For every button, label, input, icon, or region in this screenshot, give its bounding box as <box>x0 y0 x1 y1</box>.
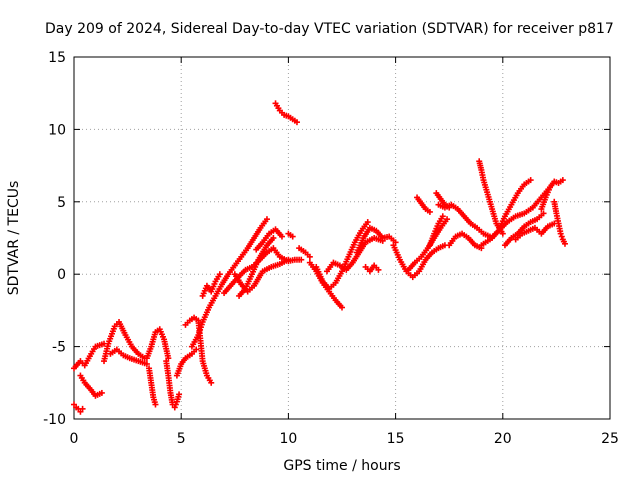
x-tick-label: 0 <box>70 431 79 447</box>
series-arc-al <box>551 198 568 247</box>
data-point <box>172 401 179 408</box>
data-point <box>176 391 183 398</box>
data-point <box>79 405 86 412</box>
series-arc-m <box>221 245 305 297</box>
series-arc-c <box>77 372 105 399</box>
data-point <box>561 240 568 247</box>
series-arc-b <box>71 340 108 372</box>
series-arc-p <box>253 226 285 253</box>
data-point <box>298 256 305 263</box>
series-arc-ae <box>446 230 485 252</box>
series-arc-ai <box>501 210 547 249</box>
series-arc-ah <box>489 177 534 241</box>
data-point <box>339 304 345 311</box>
data-point <box>527 177 534 184</box>
series-arc-h <box>163 358 183 411</box>
series-arc-ak <box>538 177 566 213</box>
series-arc-x <box>362 262 382 275</box>
series-arc-ac <box>433 190 453 211</box>
series-arc-r <box>285 230 296 240</box>
data-point <box>557 230 564 237</box>
data-point <box>289 233 296 240</box>
data-point <box>98 389 105 396</box>
x-tick-label: 10 <box>279 431 297 447</box>
series-arc-a <box>71 401 86 415</box>
x-tick-label: 20 <box>494 431 512 447</box>
grid-lines <box>74 57 610 419</box>
series-arc-aa <box>414 194 433 215</box>
series-arc-ab <box>426 213 446 249</box>
data-point <box>263 216 270 223</box>
y-tick-label: 0 <box>57 267 66 283</box>
data-point <box>278 233 285 240</box>
y-tick-label: 10 <box>48 122 66 138</box>
series-arc-e <box>107 346 150 367</box>
x-tick-label: 15 <box>387 431 405 447</box>
data-point <box>540 210 547 217</box>
axis-ticks: 0 5 10 15 20 25 -10 -5 0 5 10 15 <box>43 50 619 447</box>
data-points <box>71 100 568 415</box>
data-point <box>439 213 446 220</box>
data-point <box>152 401 159 408</box>
series-arc-k <box>188 216 270 350</box>
data-point <box>193 346 200 353</box>
data-point <box>171 404 178 411</box>
series-arc-g <box>146 365 159 408</box>
series-arc-i <box>173 346 200 379</box>
series-arc-w <box>354 224 399 256</box>
series-arc-q <box>272 100 300 126</box>
data-point <box>375 266 382 273</box>
series-arc-aj <box>512 220 558 243</box>
x-axis-label: GPS time / hours <box>283 458 400 474</box>
y-axis-label: SDTVAR / TECUs <box>6 181 22 296</box>
data-point <box>559 177 566 184</box>
data-point <box>426 208 433 215</box>
data-point <box>364 219 371 226</box>
data-point <box>270 235 277 241</box>
data-point <box>306 253 313 260</box>
data-point <box>558 233 565 240</box>
chart-title: Day 209 of 2024, Sidereal Day-to-day VTE… <box>45 21 614 37</box>
plot-frame <box>73 56 611 420</box>
data-point <box>499 230 506 237</box>
series-arc-o <box>236 235 277 299</box>
data-point <box>208 379 215 386</box>
series-arc-d <box>101 318 148 365</box>
y-tick-label: 15 <box>48 50 66 66</box>
data-point <box>293 119 300 126</box>
series-arc-l <box>199 271 223 299</box>
x-tick-label: 25 <box>601 431 619 447</box>
series-arc-y <box>390 242 448 281</box>
x-tick-label: 5 <box>177 431 186 447</box>
y-tick-label: -5 <box>52 340 66 356</box>
series-arc-s <box>296 245 313 260</box>
series-arc-n <box>231 256 292 295</box>
data-point <box>143 360 150 367</box>
series-arc-ad <box>435 201 493 240</box>
y-tick-label: 5 <box>57 195 66 211</box>
y-tick-label: -10 <box>43 412 66 428</box>
series-arc-u <box>313 219 371 292</box>
data-point <box>216 271 223 278</box>
series-arc-f <box>143 326 172 362</box>
data-point <box>285 256 292 263</box>
data-point <box>444 216 451 223</box>
